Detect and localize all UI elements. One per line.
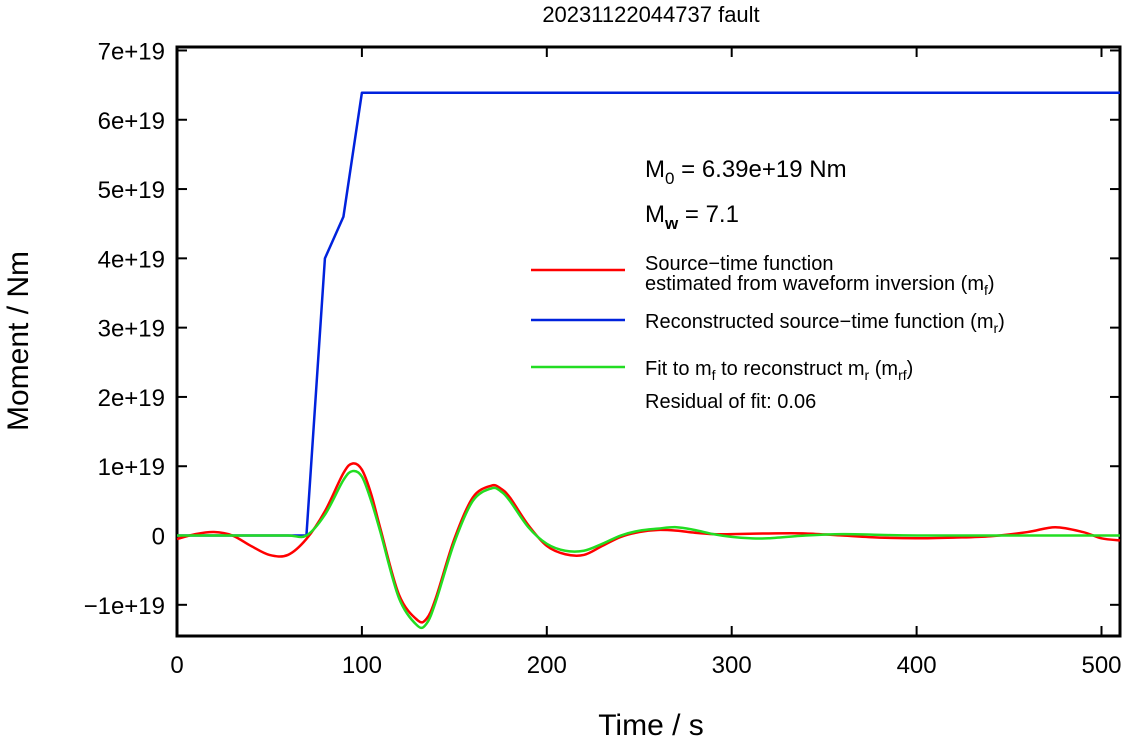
x-tick-label: 500 — [1081, 652, 1121, 679]
legend-red-pre: estimated from waveform inversion (m — [645, 273, 984, 295]
mw-rest: = 7.1 — [678, 201, 739, 228]
x-tick-label: 200 — [527, 652, 567, 679]
y-tick-label: 0 — [152, 524, 165, 551]
series-line-fit — [176, 469, 1120, 630]
legend-label-green: Fit to mf to reconstruct mr (mrf) — [645, 358, 913, 383]
y-tick-label: 4e+19 — [98, 246, 165, 273]
legend-red-sub: f — [984, 282, 988, 298]
y-tick-label: 1e+19 — [98, 454, 165, 481]
legend-label-red-line1: Source−time function — [645, 253, 833, 275]
m0-rest: = 6.39e+19 Nm — [674, 156, 846, 183]
series-line-source-time-function — [176, 462, 1121, 624]
legend: Source−time function estimated from wave… — [531, 253, 1005, 413]
y-tick-label: 5e+19 — [98, 177, 165, 204]
y-tick-label: 7e+19 — [98, 38, 165, 65]
y-axis-title: Moment / Nm — [2, 251, 35, 431]
y-tick-label: 3e+19 — [98, 316, 165, 343]
x-tick-label: 300 — [712, 652, 752, 679]
legend-green-sub1: f — [712, 367, 716, 383]
x-tick-label: 0 — [170, 652, 183, 679]
mw-sub: w — [664, 214, 679, 233]
legend-label-blue: Reconstructed source−time function (mr) — [645, 311, 1005, 336]
legend-green-mid2: (m — [869, 358, 898, 380]
plot-frame — [175, 45, 1122, 638]
legend-red-post: ) — [988, 273, 995, 295]
y-tick-label: 2e+19 — [98, 385, 165, 412]
m0-main: M — [645, 156, 665, 183]
legend-green-sub3: rf — [898, 367, 907, 383]
axis-ticks — [176, 47, 1120, 636]
chart-title: 20231122044737 fault — [542, 2, 759, 27]
residual-annotation: Residual of fit: 0.06 — [645, 391, 816, 413]
legend-green-pre: Fit to m — [645, 358, 712, 380]
y-tick-label: 6e+19 — [98, 108, 165, 135]
legend-green-post: ) — [907, 358, 914, 380]
m0-annotation: M0 = 6.39e+19 Nm — [645, 156, 847, 188]
mw-main: M — [645, 201, 665, 228]
x-axis-title: Time / s — [598, 709, 704, 737]
mw-annotation: Mw = 7.1 — [645, 201, 739, 233]
legend-label-red-line2: estimated from waveform inversion (mf) — [645, 273, 995, 298]
axis-tick-labels: 0 100 200 300 400 500 −1e+19 0 1e+19 2e+19 3e+19 4e… — [84, 38, 1122, 679]
legend-blue-post: ) — [998, 311, 1005, 333]
legend-blue-sub: r — [994, 320, 999, 336]
series-lines — [176, 91, 1121, 630]
x-tick-label: 400 — [897, 652, 937, 679]
legend-blue-pre: Reconstructed source−time function (m — [645, 311, 994, 333]
m0-sub: 0 — [665, 169, 674, 188]
legend-green-sub2: r — [865, 367, 870, 383]
y-tick-label: −1e+19 — [84, 593, 165, 620]
x-tick-label: 100 — [342, 652, 382, 679]
legend-green-mid: to reconstruct m — [716, 358, 865, 380]
